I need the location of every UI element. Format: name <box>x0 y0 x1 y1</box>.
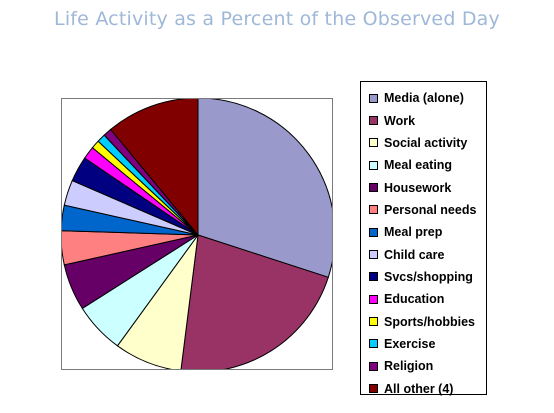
legend-item: Personal needs <box>369 199 486 221</box>
legend-label: Work <box>384 113 416 128</box>
legend-item: Work <box>369 109 486 131</box>
legend-swatch <box>369 138 378 148</box>
chart-legend: Media (alone) Work Social activity Meal eat… <box>360 81 487 396</box>
plot-area <box>61 98 333 370</box>
legend-label: Meal prep <box>384 225 443 240</box>
legend-label: Personal needs <box>384 202 477 217</box>
legend-item: Svcs/shopping <box>369 266 486 288</box>
pie-slice-1 <box>180 234 329 369</box>
legend-label: Exercise <box>384 336 436 351</box>
legend-label: Social activity <box>384 135 468 150</box>
legend-swatch <box>369 272 378 282</box>
legend-item: Child care <box>369 243 486 265</box>
legend-swatch <box>369 205 378 215</box>
legend-label: Svcs/shopping <box>384 269 473 284</box>
legend-item: Education <box>369 288 486 310</box>
legend-item: Social activity <box>369 132 486 154</box>
legend-label: Media (alone) <box>384 91 464 106</box>
legend-label: Sports/hobbies <box>384 314 475 329</box>
legend-label: Housework <box>384 180 452 195</box>
legend-swatch <box>369 317 378 327</box>
legend-item: Religion <box>369 355 486 377</box>
legend-swatch <box>369 250 378 260</box>
chart-title: Life Activity as a Percent of the Observ… <box>54 8 500 30</box>
legend-item: Meal eating <box>369 154 486 176</box>
legend-item: All other (4) <box>369 377 486 399</box>
legend-swatch <box>369 294 378 304</box>
legend-label: Education <box>384 292 445 307</box>
legend-swatch <box>369 160 378 170</box>
legend-swatch <box>369 384 378 394</box>
pie-slice-0 <box>197 99 332 278</box>
legend-item: Housework <box>369 176 486 198</box>
legend-item: Exercise <box>369 333 486 355</box>
legend-item: Meal prep <box>369 221 486 243</box>
legend-swatch <box>369 227 378 237</box>
legend-label: Child care <box>384 247 445 262</box>
legend-label: Meal eating <box>384 158 453 173</box>
legend-label: Religion <box>384 359 434 374</box>
pie-slice-13 <box>109 99 199 237</box>
legend-swatch <box>369 116 378 126</box>
legend-swatch <box>369 339 378 349</box>
pie-slice-5 <box>62 230 199 266</box>
legend-item: Sports/hobbies <box>369 310 486 332</box>
pie-chart <box>62 99 332 369</box>
legend-swatch <box>369 183 378 193</box>
legend-swatch <box>369 361 378 371</box>
legend-label: All other (4) <box>384 381 454 396</box>
legend-swatch <box>369 93 378 103</box>
legend-item: Media (alone) <box>369 87 486 109</box>
